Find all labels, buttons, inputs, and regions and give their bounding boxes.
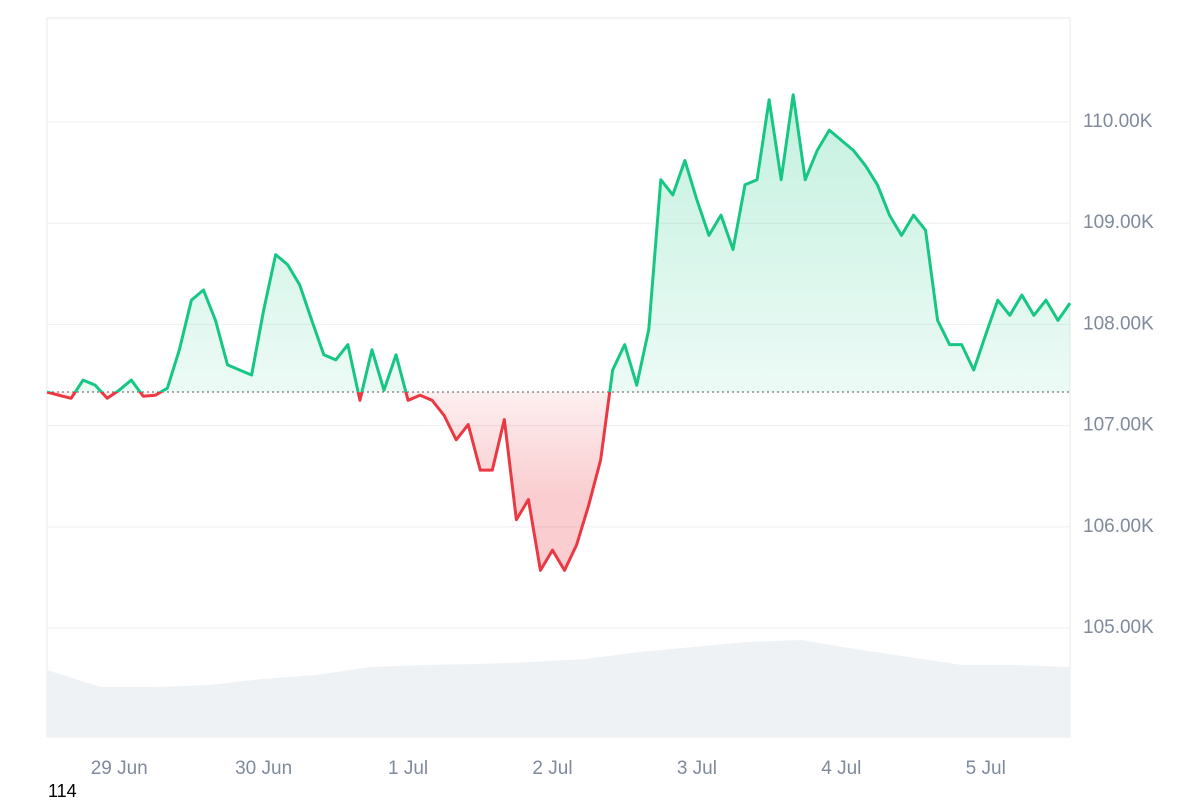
x-tick-label: 29 Jun <box>91 758 148 779</box>
y-tick-label: 109.00K <box>1083 212 1154 233</box>
price-area <box>47 94 1070 571</box>
x-tick-label: 2 Jul <box>532 758 572 779</box>
footer-text: 114 <box>48 781 77 800</box>
x-tick-label: 4 Jul <box>821 758 861 779</box>
volume-area <box>47 640 1070 737</box>
y-tick-label: 107.00K <box>1083 415 1154 436</box>
y-tick-label: 108.00K <box>1083 313 1154 334</box>
x-tick-label: 1 Jul <box>388 758 428 779</box>
y-tick-label: 106.00K <box>1083 516 1154 537</box>
x-tick-label: 30 Jun <box>235 758 292 779</box>
y-tick-label: 110.00K <box>1083 111 1153 132</box>
price-line <box>46 93 1072 572</box>
x-tick-label: 5 Jul <box>966 758 1006 779</box>
y-tick-label: 105.00K <box>1083 617 1154 638</box>
x-tick-label: 3 Jul <box>677 758 717 779</box>
